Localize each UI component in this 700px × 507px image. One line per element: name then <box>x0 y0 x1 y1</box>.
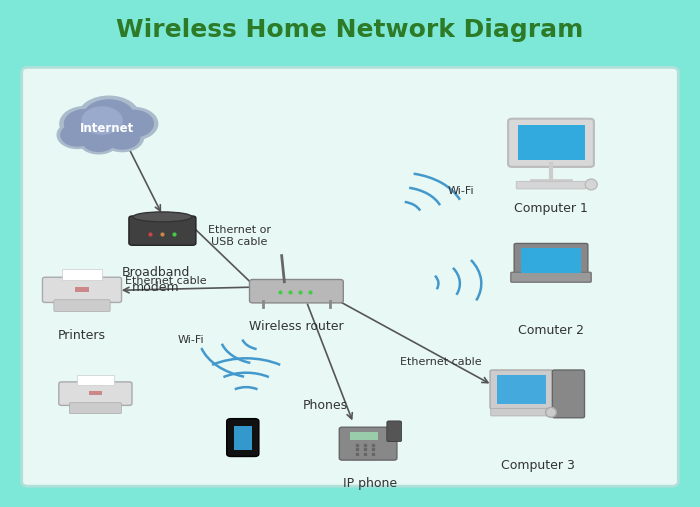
Circle shape <box>104 125 140 149</box>
Text: Printers: Printers <box>58 329 106 342</box>
Circle shape <box>61 124 94 146</box>
Circle shape <box>101 123 144 152</box>
Circle shape <box>83 100 134 134</box>
Text: Wi-Fi: Wi-Fi <box>447 186 474 196</box>
FancyBboxPatch shape <box>227 419 259 456</box>
Text: Ethernet cable: Ethernet cable <box>125 276 206 286</box>
FancyBboxPatch shape <box>516 182 586 189</box>
Text: Wireless Home Network Diagram: Wireless Home Network Diagram <box>116 18 584 42</box>
FancyBboxPatch shape <box>76 287 89 292</box>
FancyBboxPatch shape <box>62 269 102 280</box>
Text: Wireless router: Wireless router <box>249 319 344 333</box>
Circle shape <box>114 111 153 137</box>
Text: Wi-Fi: Wi-Fi <box>177 335 204 345</box>
FancyBboxPatch shape <box>89 391 102 395</box>
Text: Internet: Internet <box>80 122 134 135</box>
Text: Comuter 2: Comuter 2 <box>518 324 584 337</box>
FancyBboxPatch shape <box>498 375 545 404</box>
FancyBboxPatch shape <box>511 272 592 282</box>
FancyBboxPatch shape <box>514 243 588 277</box>
Text: Computer 3: Computer 3 <box>500 459 575 472</box>
FancyBboxPatch shape <box>490 370 553 409</box>
Text: Ethernet cable: Ethernet cable <box>400 357 482 368</box>
FancyBboxPatch shape <box>22 67 678 486</box>
Circle shape <box>83 129 116 152</box>
Circle shape <box>78 96 139 137</box>
Circle shape <box>57 121 97 149</box>
Ellipse shape <box>545 408 557 417</box>
Text: Computer 1: Computer 1 <box>514 202 588 215</box>
Text: Ethernet or
USB cable: Ethernet or USB cable <box>208 226 271 247</box>
Circle shape <box>82 107 122 134</box>
Ellipse shape <box>585 179 597 190</box>
FancyBboxPatch shape <box>491 408 552 416</box>
FancyBboxPatch shape <box>69 403 121 414</box>
Text: Broadband
modem: Broadband modem <box>122 266 190 294</box>
Text: IP phone: IP phone <box>343 477 397 490</box>
FancyBboxPatch shape <box>517 125 584 160</box>
FancyBboxPatch shape <box>77 375 114 384</box>
FancyBboxPatch shape <box>350 432 378 440</box>
FancyBboxPatch shape <box>59 382 132 406</box>
FancyBboxPatch shape <box>552 370 584 418</box>
Ellipse shape <box>133 212 192 222</box>
FancyBboxPatch shape <box>249 279 343 303</box>
Text: Phones: Phones <box>303 399 348 412</box>
FancyBboxPatch shape <box>43 277 122 303</box>
FancyBboxPatch shape <box>340 427 397 460</box>
Circle shape <box>78 127 119 154</box>
FancyBboxPatch shape <box>521 247 581 273</box>
FancyBboxPatch shape <box>387 421 402 442</box>
FancyBboxPatch shape <box>54 300 110 311</box>
Circle shape <box>60 106 111 141</box>
FancyBboxPatch shape <box>234 426 251 450</box>
Circle shape <box>109 107 158 140</box>
FancyBboxPatch shape <box>129 216 196 245</box>
Circle shape <box>64 110 106 138</box>
FancyBboxPatch shape <box>508 119 594 167</box>
